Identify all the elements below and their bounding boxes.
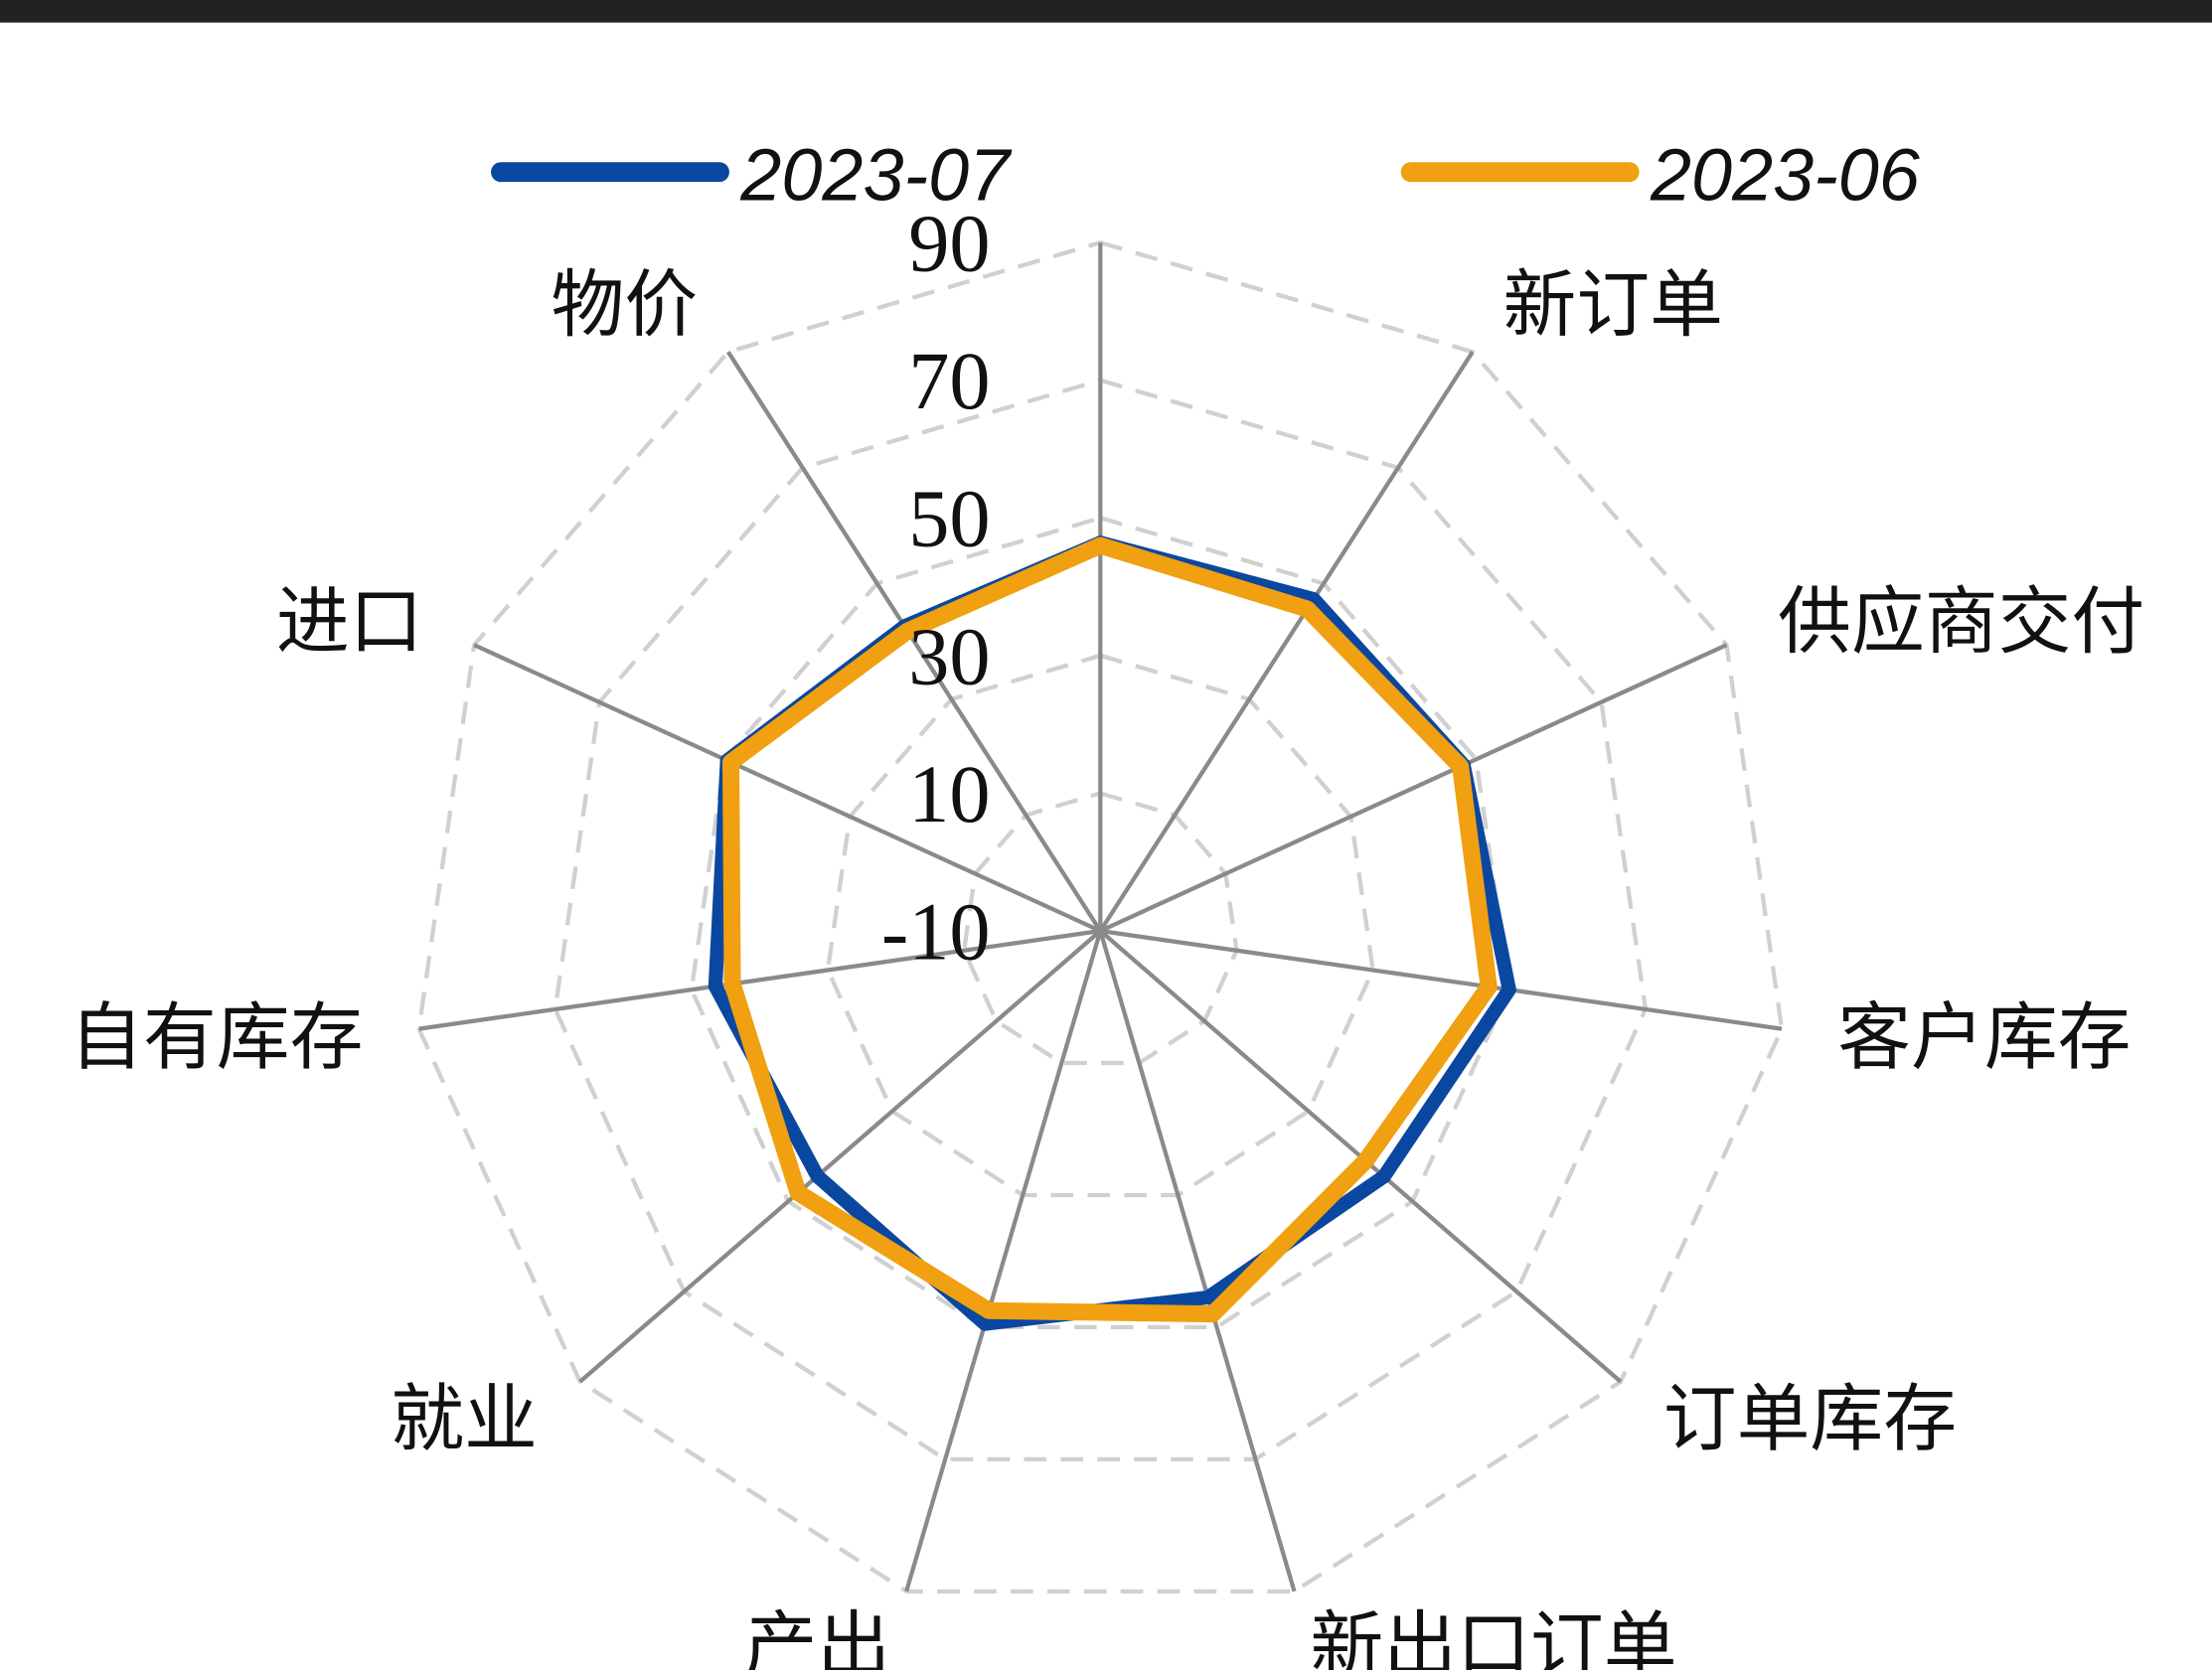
grid-ring bbox=[689, 516, 1511, 1330]
category-label: 就业 bbox=[391, 1377, 538, 1462]
series-line bbox=[721, 536, 1498, 1323]
category-label: 订单库存 bbox=[1663, 1377, 1957, 1462]
spoke bbox=[1098, 930, 1297, 1593]
spoke bbox=[578, 929, 1102, 1384]
grid-ring bbox=[825, 653, 1375, 1198]
category-label: 新订单 bbox=[1503, 262, 1723, 348]
grid-ring bbox=[416, 239, 1785, 1594]
spoke bbox=[418, 928, 1101, 1031]
category-label: 物价 bbox=[551, 262, 698, 348]
spoke bbox=[473, 643, 1102, 933]
r-tick-label: 70 bbox=[908, 336, 990, 426]
r-tick-label: 30 bbox=[908, 611, 990, 701]
spoke bbox=[725, 351, 1103, 933]
grid-ring bbox=[961, 791, 1239, 1066]
category-label: 供应商交付 bbox=[1778, 579, 2144, 665]
spoke bbox=[1098, 351, 1475, 933]
spoke bbox=[1100, 928, 1783, 1031]
r-tick-label: 50 bbox=[908, 474, 990, 564]
legend-label: 2023-06 bbox=[1650, 134, 1921, 217]
legend-label: 2023-07 bbox=[739, 134, 1013, 217]
r-tick-label: 10 bbox=[908, 749, 990, 839]
grid-ring bbox=[553, 378, 1649, 1461]
category-label: 产出 bbox=[744, 1603, 891, 1670]
r-tick-label: -10 bbox=[881, 886, 991, 977]
spoke bbox=[904, 930, 1103, 1593]
category-label: 新出口订单 bbox=[1311, 1603, 1677, 1670]
top-bar bbox=[0, 0, 2212, 23]
category-label: 客户库存 bbox=[1837, 994, 2131, 1080]
spoke bbox=[1099, 643, 1728, 933]
category-label: 自有库存 bbox=[70, 994, 363, 1080]
category-label: 进口 bbox=[276, 579, 423, 665]
r-tick-label: 90 bbox=[908, 199, 990, 289]
